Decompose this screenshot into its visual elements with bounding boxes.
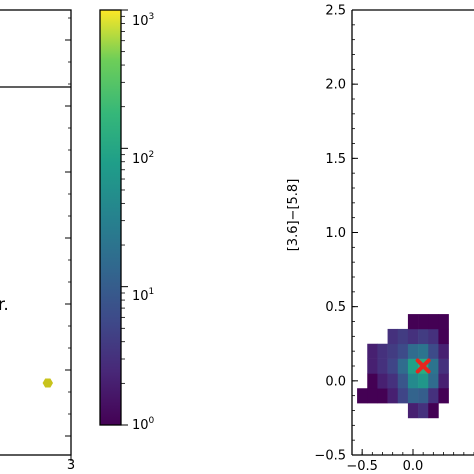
colorbar-label-1: 100 [132, 416, 155, 433]
heatmap-cell-11 [387, 388, 399, 404]
heatmap-cell-41 [438, 328, 449, 345]
right-y-tick-label-3: 1.0 [325, 226, 346, 241]
heatmap-cells [357, 314, 449, 419]
right-y-tick-label-4: 1.5 [325, 152, 346, 167]
heatmap-cell-10 [438, 373, 449, 389]
left-axes-frame [0, 9, 72, 456]
heatmap-cell-26 [428, 358, 439, 374]
heatmap-cell-18 [418, 403, 429, 419]
heatmap-cell-12 [397, 388, 409, 404]
right-y-tick-label-5: 2.0 [325, 78, 346, 93]
heatmap-cell-24 [407, 358, 419, 374]
heatmap-cell-19 [428, 403, 439, 419]
heatmap-cell-15 [428, 388, 439, 404]
heatmap-cell-28 [367, 343, 378, 359]
heatmap-cell-13 [407, 388, 419, 404]
heatmap-cell-1 [367, 388, 378, 404]
heatmap-cell-8 [418, 373, 429, 389]
right-y-tick-label-2: 0.5 [325, 300, 346, 315]
colorbar-label-1000: 103 [132, 12, 154, 29]
colorbar-label-100: 102 [132, 150, 154, 167]
heatmap-cell-5 [387, 373, 399, 389]
heatmap-cell-7 [407, 373, 419, 389]
heatmap-cell-37 [397, 328, 409, 345]
colorbar-label-10: 101 [132, 287, 154, 304]
heatmap-cell-44 [428, 314, 439, 330]
left-scatter-point [42, 378, 53, 388]
heatmap-cell-32 [407, 343, 419, 359]
heatmap-cell-27 [438, 358, 449, 374]
heatmap-cell-21 [377, 358, 388, 374]
right-y-axis-label: [3.6]−[5.8] [286, 179, 301, 252]
right-heatmap-panel: −0.5 0.0 0.5 1.0 1.5 2.0 2.5 −0.5 0.0 [3.6]−[5.8… [286, 4, 474, 474]
heatmap-cell-30 [387, 343, 399, 359]
median-marker [415, 358, 431, 374]
heatmap-cell-17 [407, 403, 419, 419]
heatmap-cell-0 [357, 388, 368, 404]
right-ticks: −0.5 0.0 0.5 1.0 1.5 2.0 2.5 −0.5 0.0 [314, 4, 474, 474]
heatmap-cell-29 [377, 343, 388, 359]
right-y-tick-label-6: 2.5 [325, 4, 346, 19]
heatmap-cell-16 [438, 388, 449, 404]
right-y-tick-label-0: −0.5 [314, 449, 346, 464]
left-x-tick-label-3: 3 [67, 458, 75, 473]
right-x-tick-label-0: −0.5 [346, 459, 378, 474]
left-scatter-panel: r. 3 [0, 9, 75, 473]
left-ticks [65, 17, 72, 461]
heatmap-cell-9 [428, 373, 439, 389]
heatmap-cell-38 [407, 328, 419, 345]
heatmap-cell-45 [438, 314, 449, 330]
heatmap-cell-36 [387, 328, 399, 345]
right-y-tick-label-1: 0.0 [325, 374, 346, 389]
heatmap-cell-3 [367, 373, 378, 389]
marker-x-stroke-2 [415, 358, 431, 374]
heatmap-cell-20 [367, 358, 378, 374]
colorbar: 103 102 101 100 [99, 9, 155, 433]
heatmap-cell-39 [418, 328, 429, 345]
heatmap-cell-33 [418, 343, 429, 359]
heatmap-cell-6 [397, 373, 409, 389]
heatmap-cell-23 [397, 358, 409, 374]
heatmap-cell-14 [418, 388, 429, 404]
right-x-tick-label-1: 0.0 [403, 459, 424, 474]
colorbar-ticks [121, 9, 128, 426]
heatmap-cell-22 [387, 358, 399, 374]
heatmap-cell-34 [428, 343, 439, 359]
heatmap-cell-40 [428, 328, 439, 345]
colorbar-gradient [99, 9, 122, 426]
heatmap-cell-43 [418, 314, 429, 330]
heatmap-cell-2 [377, 388, 388, 404]
heatmap-cell-42 [407, 314, 419, 330]
heatmap-cell-4 [377, 373, 388, 389]
heatmap-cell-35 [438, 343, 449, 359]
heatmap-cell-31 [397, 343, 409, 359]
left-annotation-text: r. [0, 295, 9, 315]
